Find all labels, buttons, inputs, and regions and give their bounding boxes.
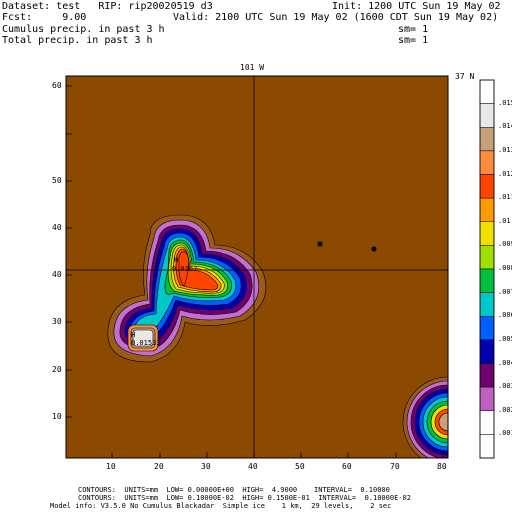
x-tick-label: 10 — [106, 462, 116, 471]
legend-swatch — [479, 316, 495, 341]
legend-label: .003 — [498, 382, 512, 391]
legend-swatch — [479, 127, 495, 152]
y-tick-label: 60 — [52, 81, 62, 90]
x-tick-label: 80 — [437, 462, 447, 471]
secondary-max — [127, 324, 159, 352]
legend-label: .01 — [498, 216, 511, 225]
legend-swatch — [479, 339, 495, 364]
legend-swatch — [479, 79, 495, 104]
legend-label: .006 — [498, 311, 512, 320]
legend-swatch — [479, 245, 495, 270]
contours-line-1: CONTOURS: UNITS=mm LOW= 0.00000E+00 HIGH… — [78, 486, 390, 494]
field2-label: Total precip. in past 3 h — [2, 35, 153, 46]
field1-label: Cumulus precip. in past 3 h — [2, 24, 165, 35]
legend-swatch — [479, 363, 495, 388]
field1-smoothing: sm= 1 — [398, 24, 429, 35]
legend-label: .008 — [498, 264, 512, 272]
legend-swatch — [479, 150, 495, 175]
legend-label: .002 — [498, 405, 512, 414]
forecast-label: Fcst: 9.00 — [2, 12, 87, 23]
dataset-label: Dataset: test RIP: rip20020519 d3 — [2, 1, 213, 12]
legend-swatch — [479, 197, 495, 222]
y-tick-marks — [66, 85, 72, 418]
contours-line-2: CONTOURS: UNITS=mm LOW= 0.10000E-02 HIGH… — [78, 494, 411, 502]
legend-label: .011 — [498, 193, 512, 202]
legend-swatch — [479, 221, 495, 246]
high-marker: H — [131, 331, 136, 339]
station-dot — [371, 246, 377, 252]
legend-label: .001 — [498, 429, 512, 438]
legend-swatch — [479, 434, 495, 459]
legend-swatch — [479, 410, 495, 435]
main-cluster — [107, 214, 267, 363]
high-value: 0.0167 — [172, 265, 198, 273]
model-info: Model info: V3.5.0 No Cumulus Blackadar … — [50, 502, 392, 510]
x-tick-label: 40 — [248, 462, 258, 471]
legend-label: .014 — [498, 122, 512, 131]
bottom-right-system — [402, 376, 448, 458]
right-latitude-label: 37 N — [455, 72, 475, 81]
legend-colorbar — [479, 79, 495, 459]
precip-contours — [107, 214, 448, 458]
legend-label: .007 — [498, 287, 512, 296]
x-tick-label: 50 — [295, 462, 305, 471]
top-meridian-label: 101 W — [240, 63, 265, 72]
legend-label: .004 — [498, 358, 512, 367]
init-label: Init: 1200 UTC Sun 19 May 02 — [332, 1, 501, 12]
y-tick-label: 50 — [52, 176, 62, 185]
x-tick-label: 70 — [390, 462, 400, 471]
y-tick-label: 20 — [52, 365, 62, 374]
plot-border — [65, 75, 449, 459]
x-tick-label: 20 — [154, 462, 164, 471]
legend-label: .009 — [498, 240, 512, 249]
high-value: 0.01533 — [131, 339, 161, 347]
legend-label: .005 — [498, 334, 512, 343]
y-tick-label: 30 — [52, 317, 62, 326]
legend-label: .012 — [498, 169, 512, 178]
station-dot — [317, 241, 323, 247]
high-marker: H — [174, 256, 179, 264]
y-tick-label: 10 — [52, 412, 62, 421]
legend-label: .013 — [498, 145, 512, 154]
legend-swatch — [479, 292, 495, 317]
x-tick-label: 60 — [342, 462, 352, 471]
y-tick-label: 40 — [52, 223, 62, 232]
legend-swatch — [479, 268, 495, 293]
legend-label: .015 — [498, 98, 512, 107]
legend-swatch — [479, 174, 495, 199]
legend-swatch — [479, 386, 495, 411]
x-tick-marks — [111, 452, 444, 458]
field2-smoothing: sm= 1 — [398, 35, 429, 46]
legend-swatch — [479, 103, 495, 128]
y-tick-label: 40 — [52, 270, 62, 279]
x-tick-label: 30 — [201, 462, 211, 471]
legend-border — [479, 79, 495, 459]
valid-label: Valid: 2100 UTC Sun 19 May 02 (1600 CDT … — [173, 12, 499, 23]
